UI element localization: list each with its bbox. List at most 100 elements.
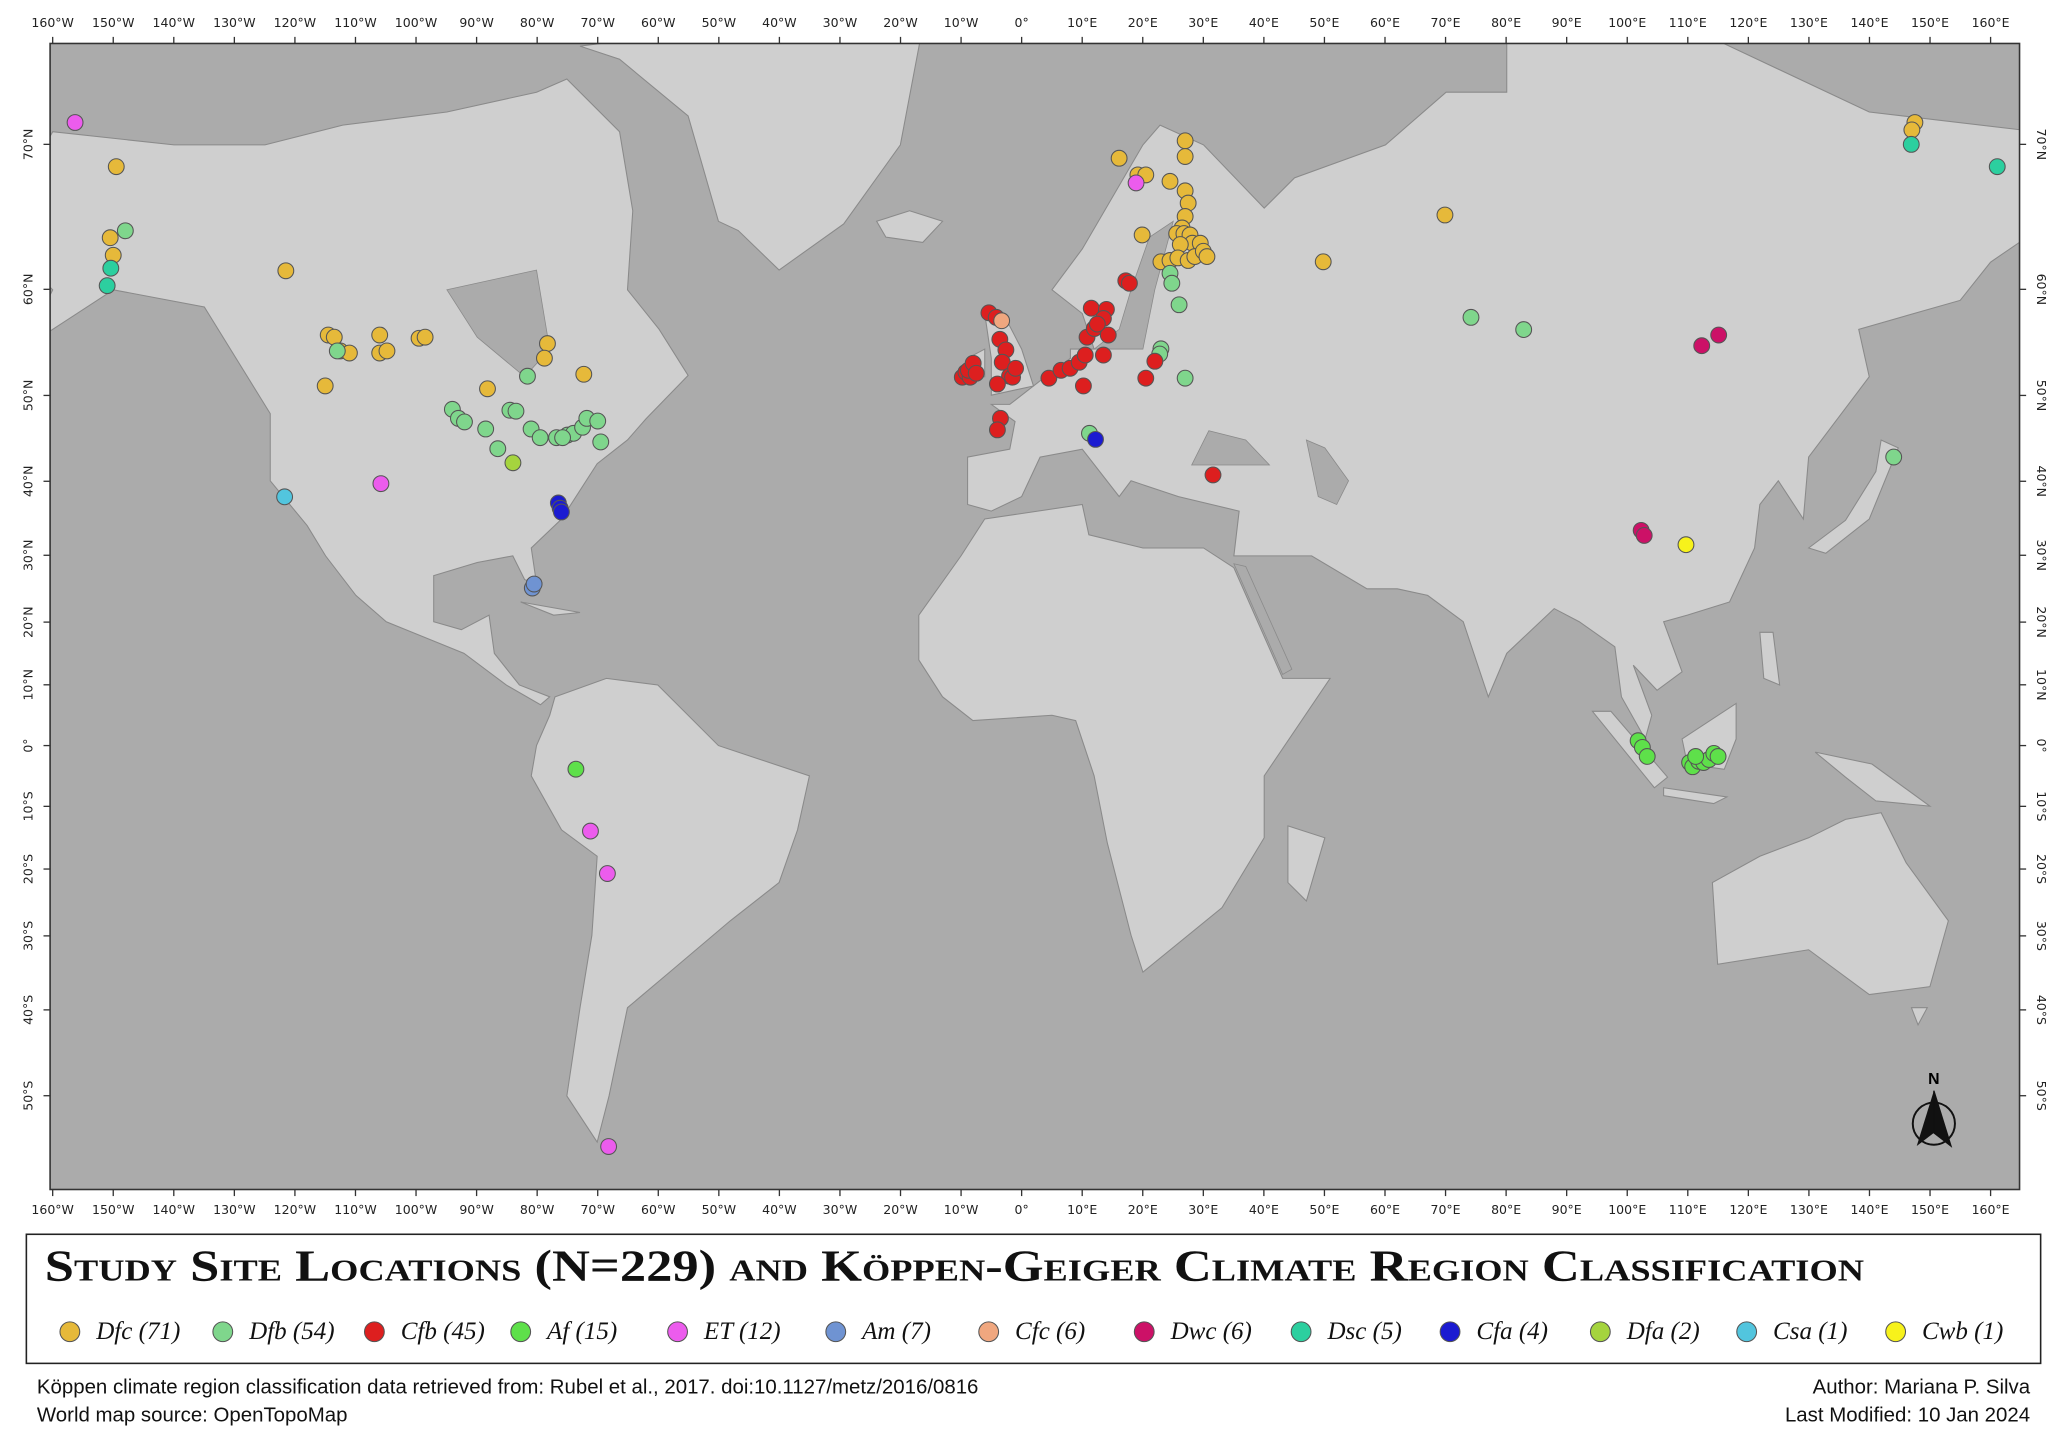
hudson-bay (446, 269, 551, 378)
study-site (1687, 748, 1705, 765)
south-america (530, 677, 811, 1144)
eurasia (967, 43, 2020, 741)
lon-tick-label: 160°W (31, 1202, 73, 1217)
source-credit: Köppen climate region classification dat… (37, 1377, 979, 1399)
legend-swatch (667, 1321, 688, 1343)
site-layer (66, 114, 2006, 1155)
north-label: N (1928, 1071, 1939, 1088)
study-site (107, 158, 125, 176)
lat-tick-label: 60°N (20, 274, 35, 306)
study-site (1885, 448, 1903, 466)
lon-tick-label: 70°E (1431, 1202, 1461, 1217)
lon-tick-label: 30°E (1188, 1202, 1218, 1217)
lon-tick-label: 50°E (1309, 15, 1339, 30)
legend-label: ET (12) (703, 1318, 781, 1345)
lat-tick-label: 40°N (20, 466, 35, 498)
study-site (1988, 158, 2006, 176)
study-site (1127, 174, 1145, 192)
study-site (489, 440, 507, 458)
study-site (531, 429, 549, 447)
north-america (50, 78, 689, 706)
lat-tick-label: 30°N (20, 540, 35, 572)
lon-tick-label: 90°E (1552, 15, 1582, 30)
lat-tick-label: 10°N (2034, 669, 2049, 701)
study-site (598, 865, 616, 882)
modified-credit: Last Modified: 10 Jan 2024 (1785, 1404, 2030, 1426)
lon-tick-label: 110°W (334, 15, 376, 30)
lon-tick-label: 80°E (1491, 1202, 1521, 1217)
study-site (600, 1138, 618, 1155)
study-site (1040, 369, 1058, 387)
lon-tick-label: 120°W (274, 1202, 316, 1217)
java (1663, 787, 1729, 805)
lon-tick-label: 130°W (213, 1202, 255, 1217)
study-site (1709, 748, 1727, 765)
lat-tick-label: 20°S (2034, 854, 2049, 884)
study-site (539, 335, 556, 353)
legend-swatch (1589, 1321, 1611, 1343)
legend: Dfc (71) Dfb (54) Cfb (45) Af (15) ET (12) Am… (59, 1318, 2003, 1345)
lon-tick-label: 120°W (274, 15, 316, 30)
study-site (507, 402, 525, 420)
study-site (416, 328, 434, 346)
lon-tick-label: 60°W (641, 15, 676, 30)
legend-swatch (1290, 1321, 1312, 1343)
lat-tick-label: 50°S (20, 1081, 35, 1111)
lat-tick-label: 70°N (2034, 129, 2049, 161)
lon-tick-label: 10°E (1067, 15, 1097, 30)
study-site (116, 222, 134, 240)
study-site (519, 367, 536, 385)
legend-swatch (978, 1321, 1000, 1343)
study-site (372, 475, 390, 493)
lon-tick-label: 20°E (1128, 1202, 1158, 1217)
legend-swatch (212, 1321, 234, 1343)
study-site (535, 349, 553, 367)
lon-tick-label: 150°W (92, 15, 134, 30)
legend-label: Dfb (54) (248, 1318, 335, 1345)
new-guinea (1814, 751, 1932, 807)
lon-tick-label: 150°E (1911, 15, 1949, 30)
lon-tick-label: 60°E (1370, 1202, 1400, 1217)
study-site (1638, 748, 1656, 765)
study-site (456, 413, 473, 431)
legend-swatch (510, 1321, 532, 1343)
study-site (554, 429, 572, 447)
study-site (1110, 149, 1128, 167)
lon-tick-label: 140°E (1850, 15, 1888, 30)
study-site (1176, 148, 1194, 165)
study-site (592, 433, 610, 451)
legend-label: Csa (1) (1773, 1318, 1847, 1345)
red-sea (1233, 563, 1293, 676)
lon-tick-label: 70°W (580, 1202, 615, 1217)
study-site (316, 377, 334, 395)
lat-tick-label: 20°S (20, 854, 35, 884)
basemap-credit: World map source: OpenTopoMap (37, 1404, 348, 1426)
lon-tick-label: 120°E (1729, 15, 1767, 30)
north-arrow-right (1933, 1090, 1953, 1148)
legend-swatch (1885, 1321, 1907, 1343)
title-box (25, 1233, 2042, 1365)
study-site (993, 312, 1011, 330)
study-site (988, 375, 1006, 393)
north-arrow-left (1916, 1090, 1934, 1147)
lat-tick-label: 40°S (20, 995, 35, 1025)
study-site (552, 503, 570, 521)
lon-tick-label: 160°W (31, 15, 73, 30)
lon-tick-label: 150°E (1911, 1202, 1949, 1217)
study-site (1146, 352, 1164, 370)
study-site (1176, 132, 1194, 150)
legend-label: Cwb (1) (1922, 1318, 2003, 1345)
study-site (967, 364, 985, 382)
study-site (101, 229, 119, 247)
lon-tick-label: 80°W (520, 1202, 555, 1217)
lat-tick-label: 50°N (20, 380, 35, 412)
africa (918, 503, 1332, 974)
lat-tick-label: 10°N (20, 669, 35, 701)
study-site (1133, 226, 1151, 244)
lon-tick-label: 10°E (1067, 1202, 1097, 1217)
study-site (378, 342, 396, 360)
lat-tick-label: 40°N (2034, 466, 2049, 498)
study-site (277, 262, 295, 280)
